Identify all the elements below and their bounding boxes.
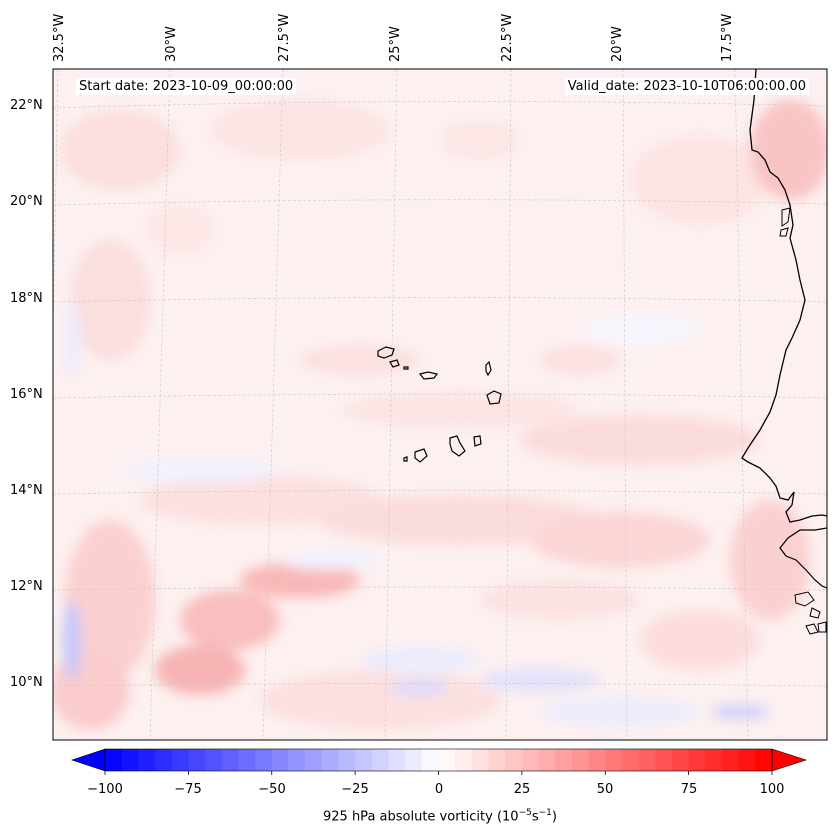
- colorbar-cell: [588, 749, 606, 771]
- lat-label: 16°N: [10, 387, 43, 402]
- colorbar-cells: [105, 749, 773, 771]
- africa-coastline: [741, 69, 827, 523]
- colorbar-cell: [721, 749, 740, 771]
- lat-label: 10°N: [10, 675, 43, 690]
- colorbar-extend-max: [771, 748, 807, 772]
- colorbar-cell: [688, 749, 706, 771]
- map-plot-area: [53, 69, 827, 740]
- colorbar-cell: [205, 749, 223, 771]
- colorbar-label: 925 hPa absolute vorticity (10−5s−1): [323, 808, 557, 825]
- colorbar-tick-label: 50: [596, 782, 614, 797]
- colorbar-cell: [521, 749, 540, 771]
- colorbar-cell: [421, 749, 439, 771]
- colorbar-cell: [671, 749, 690, 771]
- colorbar-cell: [638, 749, 656, 771]
- guinea-coastline: [779, 527, 827, 589]
- colorbar-cell: [505, 749, 523, 771]
- colorbar-cell: [271, 749, 289, 771]
- colorbar-cell: [171, 749, 189, 771]
- colorbar-cell: [571, 749, 590, 771]
- graticule: [53, 69, 827, 740]
- colorbar-cell: [655, 749, 673, 771]
- colorbar-tick-label: 0: [434, 782, 444, 797]
- lat-label: 22°N: [10, 98, 43, 113]
- colorbar-cell: [321, 749, 339, 771]
- colorbar-cell: [255, 749, 273, 771]
- map-frame: [52, 68, 828, 741]
- colorbar-cell: [405, 749, 423, 771]
- colorbar-cell: [471, 749, 490, 771]
- colorbar-tick-label: 25: [513, 782, 531, 797]
- colorbar-tick-label: 75: [680, 782, 698, 797]
- colorbar-cell: [455, 749, 473, 771]
- colorbar-cell: [188, 749, 206, 771]
- colorbar-cell: [338, 749, 356, 771]
- colorbar-cell: [621, 749, 640, 771]
- colorbar-ticks: [104, 771, 773, 775]
- colorbar-cell: [388, 749, 406, 771]
- start-date-label: Start date: 2023-10-09_00:00:00: [76, 78, 297, 95]
- colorbar-cell: [288, 749, 306, 771]
- colorbar-cell: [305, 749, 323, 771]
- colorbar-cell: [138, 749, 156, 771]
- colorbar-cell: [538, 749, 556, 771]
- colorbar-cell: [355, 749, 373, 771]
- lat-label: 12°N: [10, 579, 43, 594]
- colorbar-cell: [555, 749, 573, 771]
- colorbar-cell: [121, 749, 139, 771]
- vorticity-field: [53, 100, 827, 730]
- cabo-verde-islands: [377, 346, 502, 463]
- colorbar-tick-label: −75: [174, 782, 202, 797]
- valid-date-label: Valid_date: 2023-10-10T06:00:00.00: [564, 78, 809, 95]
- colorbar-tick-label: −25: [341, 782, 369, 797]
- colorbar-cell: [605, 749, 623, 771]
- lat-label: 20°N: [10, 194, 43, 209]
- colorbar-cell: [238, 749, 256, 771]
- colorbar-cell: [705, 749, 723, 771]
- colorbar-cell: [755, 749, 773, 771]
- colorbar-cell: [371, 749, 389, 771]
- colorbar-cell: [155, 749, 173, 771]
- colorbar-cell: [105, 749, 123, 771]
- lat-label: 18°N: [10, 291, 43, 306]
- colorbar-cell: [738, 749, 756, 771]
- colorbar-cell: [221, 749, 239, 771]
- colorbar-cell: [438, 749, 456, 771]
- colorbar-cell: [488, 749, 506, 771]
- colorbar-tick-label: −50: [258, 782, 286, 797]
- lat-label: 14°N: [10, 483, 43, 498]
- colorbar-extend-min: [71, 748, 106, 772]
- colorbar-tick-label: −100: [87, 782, 123, 797]
- colorbar-tick-label: 100: [759, 782, 785, 797]
